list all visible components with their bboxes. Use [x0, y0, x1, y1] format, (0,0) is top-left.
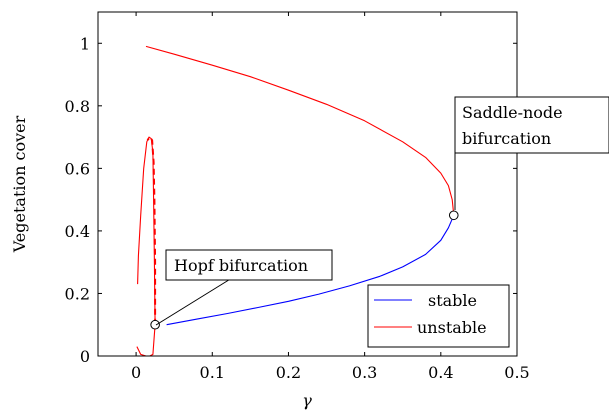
y-tick-label: 0.2: [65, 284, 90, 303]
x-tick-label: 0.2: [276, 363, 301, 382]
legend-label-unstable: unstable: [417, 318, 487, 337]
series-line-unstable-2: [136, 136, 156, 356]
hopf-leader-line: [155, 277, 233, 326]
x-tick-label: 0: [131, 363, 141, 382]
legend-label-stable: stable: [428, 291, 477, 310]
x-tick-label: 0.1: [200, 363, 225, 382]
x-tick-label: 0.4: [428, 363, 453, 382]
x-tick-label: 0.3: [352, 363, 377, 382]
saddle-node-annotation-line-1: Saddle-node: [462, 103, 563, 122]
y-tick-label: 0.6: [65, 159, 90, 178]
saddle-node-annotation-line-2: bifurcation: [462, 129, 551, 148]
y-axis-label: Vegetation cover: [10, 115, 29, 253]
y-tick-label: 0.8: [65, 97, 90, 116]
hopf-annotation-text: Hopf bifurcation: [174, 256, 308, 275]
legend-box: [367, 284, 510, 348]
plot-frame: [97, 11, 518, 357]
x-axis-label: γ: [302, 391, 312, 410]
series-line-unstable-3: [146, 136, 157, 325]
y-tick-label: 1: [80, 34, 90, 53]
series-line-unstable-1: [145, 45, 455, 216]
saddle-node-annotation-box: [454, 96, 609, 154]
x-tick-label: 0.5: [504, 363, 529, 382]
series-line-stable-0: [166, 215, 455, 326]
y-tick-label: 0.4: [65, 222, 90, 241]
hopf-annotation-box: [165, 249, 333, 281]
y-tick-label: 0: [80, 347, 90, 366]
saddle-node-point: [448, 210, 459, 221]
hopf-point: [150, 319, 160, 330]
